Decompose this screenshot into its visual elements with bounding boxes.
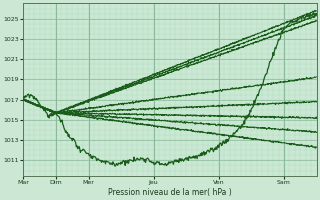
X-axis label: Pression niveau de la mer( hPa ): Pression niveau de la mer( hPa ) xyxy=(108,188,232,197)
